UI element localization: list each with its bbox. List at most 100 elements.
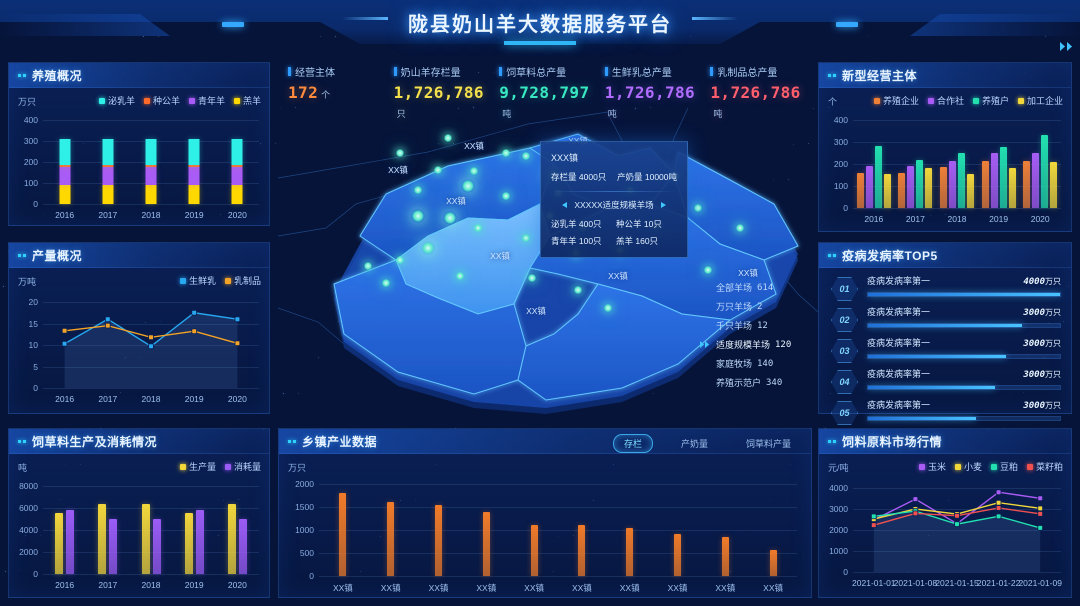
chart-township[interactable]: 万只 0 500 1000 1500 2000 XX镇 XX镇 XX镇 XX镇 XX镇 XX镇 XX镇… <box>279 454 811 597</box>
bar[interactable] <box>1008 168 1016 208</box>
line-chart-svg[interactable] <box>853 488 1061 572</box>
ranking-row[interactable]: 04 疫病发病率第一 3000万只 <box>829 367 1061 395</box>
ranking-list[interactable]: 01 疫病发病率第一 4000万只 02 疫病发病率第一 3000万只 03 疫病发病率第一 3… <box>829 274 1061 429</box>
bar[interactable] <box>387 502 395 576</box>
bar[interactable] <box>674 534 681 576</box>
map-marker-dot[interactable] <box>501 191 511 201</box>
map-marker-dot[interactable] <box>501 148 511 158</box>
map-marker-dot[interactable] <box>443 211 457 225</box>
legend-item[interactable]: 消耗量 <box>224 460 261 473</box>
stacked-bar[interactable] <box>145 120 157 204</box>
bar[interactable] <box>1023 161 1031 208</box>
bar[interactable] <box>578 524 586 576</box>
bar[interactable] <box>109 518 118 574</box>
township-tab-group[interactable]: 存栏 产奶量 饲草料产量 <box>612 434 801 453</box>
chart-forage[interactable]: 吨 生产量 消耗量 0 2000 4000 6000 8000 2016 2017 2018 20… <box>9 454 269 597</box>
chart-entities[interactable]: 个 养殖企业 合作社 养殖户 加工企业 0 100 200 300 400 2016 2017 20… <box>819 88 1071 231</box>
bar[interactable] <box>949 160 956 208</box>
map-marker-dot[interactable] <box>693 203 703 213</box>
map-marker-dot[interactable] <box>455 271 465 281</box>
legend-item[interactable]: 合作社 <box>927 94 964 107</box>
map-marker-dot[interactable] <box>521 233 531 243</box>
bar[interactable] <box>940 167 947 208</box>
ranking-row[interactable]: 01 疫病发病率第一 4000万只 <box>829 274 1061 302</box>
township-tab[interactable]: 产奶量 <box>680 439 708 449</box>
chevron-left-icon[interactable] <box>562 202 568 208</box>
bar[interactable] <box>98 503 107 574</box>
map-stat-row[interactable]: 养殖示范户 340 <box>700 373 791 392</box>
bar[interactable] <box>898 172 906 208</box>
map-marker-dot[interactable] <box>603 303 613 313</box>
ranking-row[interactable]: 05 疫病发病率第一 3000万只 <box>829 398 1061 426</box>
double-chevron-right-icon[interactable] <box>1060 42 1072 51</box>
legend-item[interactable]: 加工企业 <box>1017 94 1063 107</box>
bar[interactable] <box>999 146 1007 208</box>
map-marker-dot[interactable] <box>469 166 479 176</box>
data-point[interactable] <box>61 328 68 334</box>
bar[interactable] <box>958 153 965 208</box>
map-marker-dot[interactable] <box>381 278 391 288</box>
legend-item[interactable]: 种公羊 <box>143 94 180 107</box>
bar[interactable] <box>626 528 634 576</box>
map-marker-dot[interactable] <box>703 265 713 275</box>
chart-production[interactable]: 万吨 生鲜乳 乳制品 0 5 10 15 20 2016 2017 2018 2019 2020 <box>9 268 269 413</box>
bar[interactable] <box>195 509 204 574</box>
bar[interactable] <box>435 504 442 576</box>
data-point[interactable] <box>191 309 198 316</box>
township-tab[interactable]: 存栏 <box>612 434 653 453</box>
map-marker-dot[interactable] <box>573 285 583 295</box>
bar[interactable] <box>981 161 989 208</box>
map-stats-list[interactable]: 全部羊场 614 万只羊场 2 千只羊场 12 适度规模羊场 120 家庭牧场 140 养殖示范户 3… <box>700 278 791 392</box>
tooltip-farm-carousel[interactable]: XXXXX适度规模羊场 <box>551 199 677 211</box>
map-marker-dot[interactable] <box>473 223 483 233</box>
bar[interactable] <box>907 165 915 208</box>
line-chart-svg[interactable] <box>43 302 259 388</box>
data-point[interactable] <box>105 322 111 329</box>
ranking-row[interactable]: 03 疫病发病率第一 3000万只 <box>829 336 1061 364</box>
data-point[interactable] <box>954 512 960 519</box>
data-point[interactable] <box>912 496 919 502</box>
map-stat-row[interactable]: 家庭牧场 140 <box>700 354 791 373</box>
bar[interactable] <box>1050 162 1058 208</box>
map-marker-dot[interactable] <box>443 133 453 143</box>
bar[interactable] <box>227 503 236 574</box>
map-marker-dot[interactable] <box>421 241 435 255</box>
data-point[interactable] <box>1037 525 1044 531</box>
legend-item[interactable]: 小麦 <box>954 460 982 473</box>
stacked-bar[interactable] <box>102 120 114 204</box>
chart-market[interactable]: 元/吨 玉米 小麦 豆粕 菜籽粕 0 1000 2000 3000 4000 2021-01-0… <box>819 454 1071 597</box>
legend-item[interactable]: 菜籽粕 <box>1026 460 1063 473</box>
map-marker-dot[interactable] <box>433 165 443 175</box>
bar[interactable] <box>883 173 891 208</box>
stacked-bar[interactable] <box>231 120 243 204</box>
map-marker-dot[interactable] <box>363 261 373 271</box>
bar[interactable] <box>184 513 193 574</box>
bar[interactable] <box>1032 153 1040 208</box>
bar[interactable] <box>721 537 729 576</box>
data-point[interactable] <box>61 340 68 347</box>
data-point[interactable] <box>995 499 1002 506</box>
legend-item[interactable]: 玉米 <box>918 460 946 473</box>
bar[interactable] <box>990 153 998 208</box>
map-stat-row[interactable]: 万只羊场 2 <box>700 297 791 316</box>
bar[interactable] <box>1041 134 1049 208</box>
map-marker-dot[interactable] <box>461 179 475 193</box>
data-point[interactable] <box>1037 511 1044 517</box>
bar[interactable] <box>152 518 161 574</box>
ranking-row[interactable]: 02 疫病发病率第一 3000万只 <box>829 305 1061 333</box>
map-marker-dot[interactable] <box>395 255 405 265</box>
stacked-bar[interactable] <box>59 120 71 204</box>
bar[interactable] <box>238 518 247 574</box>
map-marker-dot[interactable] <box>521 151 531 161</box>
data-point[interactable] <box>870 522 877 528</box>
bar[interactable] <box>769 549 777 576</box>
map-stat-row[interactable]: 适度规模羊场 120 <box>700 335 791 354</box>
legend-item[interactable]: 养殖企业 <box>873 94 919 107</box>
data-point[interactable] <box>148 334 154 341</box>
legend-item[interactable]: 生鲜乳 <box>179 274 216 287</box>
bar[interactable] <box>141 503 150 574</box>
legend-item[interactable]: 泌乳羊 <box>98 94 135 107</box>
bar[interactable] <box>66 509 75 574</box>
bar[interactable] <box>967 173 974 208</box>
bar[interactable] <box>916 159 924 208</box>
